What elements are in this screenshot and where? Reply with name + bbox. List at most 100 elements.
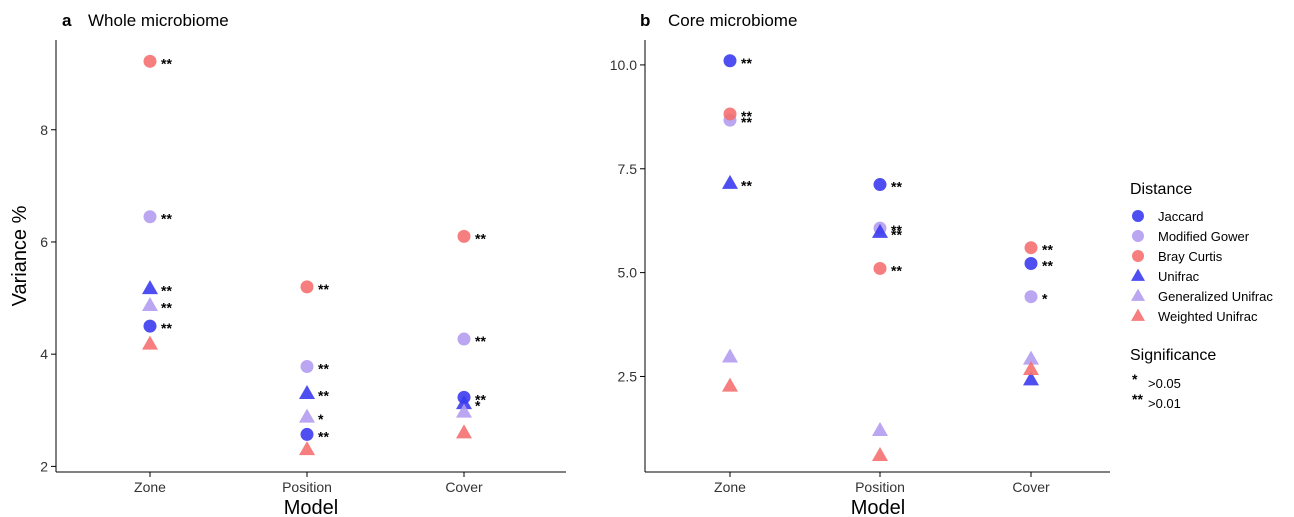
panel-b-x-axis-title: Model [851, 497, 905, 517]
point-weighted-unifrac-cover [1023, 361, 1039, 375]
sig-unifrac-cover: * [475, 398, 481, 414]
panel-a-y-ticks: 2 4 6 8 [40, 122, 56, 474]
y-tick-label: 10.0 [610, 57, 637, 73]
sig-modified-gower-position: ** [891, 222, 902, 238]
legend-distance-title: Distance [1130, 181, 1192, 198]
legend-label-unifrac: Unifrac [1158, 269, 1200, 284]
panel-b-x-ticks: Zone Position Cover [714, 472, 1050, 495]
panel-a-x-axis-title: Model [284, 497, 338, 517]
x-tick-label-zone: Zone [714, 479, 746, 495]
x-tick-label-position: Position [855, 479, 905, 495]
point-bray-curtis-zone [143, 54, 157, 68]
panel-a: a Whole microbiome 2 4 6 8 Zone Position Cove… [9, 11, 566, 517]
panel-a-title: Whole microbiome [88, 11, 229, 30]
point-weighted-unifrac-cover [456, 424, 472, 439]
sig-jaccard-cover: ** [475, 391, 486, 407]
point-weighted-unifrac-zone [722, 377, 738, 392]
point-modified-gower-position [300, 360, 314, 374]
panel-b-letter: b [640, 11, 650, 30]
point-modified-gower-cover [1024, 290, 1038, 304]
point-bray-curtis-position [300, 280, 314, 294]
point-unifrac-cover [456, 395, 472, 410]
panel-b: b Core microbiome 2.5 5.0 7.5 10.0 Zone Posi… [610, 11, 1110, 517]
sig-jaccard-zone: ** [161, 320, 172, 336]
legend-label-weighted-unifrac: Weighted Unifrac [1158, 309, 1258, 324]
sig-bray-curtis-zone: ** [161, 55, 172, 71]
legend-label-modified-gower: Modified Gower [1158, 229, 1250, 244]
y-tick-label: 7.5 [618, 161, 638, 177]
y-tick-label: 5.0 [618, 265, 638, 281]
legend-key-bray-curtis [1132, 250, 1144, 262]
point-jaccard-position [300, 427, 314, 441]
x-tick-label-zone: Zone [134, 479, 166, 495]
legend-significance-title: Significance [1130, 347, 1216, 364]
panel-b-y-ticks: 2.5 5.0 7.5 10.0 [610, 57, 645, 384]
panel-a-x-ticks: Zone Position Cover [134, 472, 483, 495]
point-generalized-unifrac-position [299, 408, 315, 423]
legend-key-modified-gower [1132, 230, 1144, 242]
significance-label-1: >0.05 [1148, 376, 1181, 391]
significance-key-1: * [1132, 371, 1138, 387]
sig-generalized-unifrac-position: * [318, 411, 324, 427]
sig-bray-curtis-position: ** [891, 262, 902, 278]
x-tick-label-cover: Cover [445, 479, 483, 495]
sig-unifrac-position: ** [891, 226, 902, 242]
legend-key-jaccard [1132, 210, 1144, 222]
sig-bray-curtis-position: ** [318, 281, 329, 297]
sig-unifrac-position: ** [318, 387, 329, 403]
sig-modified-gower-position: ** [318, 361, 329, 377]
sig-unifrac-zone: ** [161, 283, 172, 299]
y-tick-label: 8 [40, 122, 48, 138]
legend-label-generalized-unifrac: Generalized Unifrac [1158, 289, 1273, 304]
point-weighted-unifrac-zone [142, 335, 158, 350]
sig-unifrac-zone: ** [741, 177, 752, 193]
legend-key-generalized-unifrac [1131, 288, 1145, 301]
point-modified-gower-cover [457, 332, 471, 346]
point-jaccard-position [873, 178, 887, 192]
point-jaccard-cover [1024, 256, 1038, 270]
significance-key-2: ** [1132, 391, 1143, 407]
point-bray-curtis-position [873, 261, 887, 275]
point-generalized-unifrac-zone [142, 296, 158, 311]
point-weighted-unifrac-position [299, 441, 315, 456]
panel-b-title: Core microbiome [668, 11, 797, 30]
sig-bray-curtis-cover: ** [1042, 242, 1053, 258]
point-jaccard-zone [723, 54, 737, 68]
sig-modified-gower-zone: ** [161, 211, 172, 227]
point-generalized-unifrac-position [872, 422, 888, 437]
point-unifrac-zone [142, 280, 158, 295]
sig-jaccard-position: ** [891, 179, 902, 195]
legend-key-weighted-unifrac [1131, 308, 1145, 321]
point-bray-curtis-zone [723, 107, 737, 121]
point-generalized-unifrac-zone [722, 348, 738, 363]
y-tick-label: 2 [40, 458, 48, 474]
sig-jaccard-position: ** [318, 428, 329, 444]
point-generalized-unifrac-cover [456, 403, 472, 418]
point-unifrac-position [299, 385, 315, 400]
point-bray-curtis-cover [457, 229, 471, 243]
sig-modified-gower-zone: ** [741, 114, 752, 130]
point-modified-gower-zone [143, 210, 157, 224]
panel-b-marks: ********************* [722, 54, 1053, 461]
panel-a-y-axis-title: Variance % [9, 205, 31, 306]
x-tick-label-position: Position [282, 479, 332, 495]
y-tick-label: 2.5 [618, 368, 638, 384]
point-bray-curtis-cover [1024, 241, 1038, 255]
point-jaccard-zone [143, 319, 157, 333]
sig-generalized-unifrac-zone: ** [161, 299, 172, 315]
sig-jaccard-cover: ** [1042, 257, 1053, 273]
sig-modified-gower-cover: * [1042, 291, 1048, 307]
legend-significance-items: * >0.05 ** >0.01 [1132, 371, 1181, 411]
panel-a-letter: a [62, 11, 72, 30]
legend-label-bray-curtis: Bray Curtis [1158, 249, 1223, 264]
significance-label-2: >0.01 [1148, 396, 1181, 411]
legend-label-jaccard: Jaccard [1158, 209, 1204, 224]
y-tick-label: 4 [40, 346, 48, 362]
sig-bray-curtis-zone: ** [741, 108, 752, 124]
legend-key-unifrac [1131, 268, 1145, 281]
point-weighted-unifrac-position [872, 446, 888, 461]
sig-jaccard-zone: ** [741, 55, 752, 71]
y-tick-label: 6 [40, 234, 48, 250]
point-generalized-unifrac-cover [1023, 350, 1039, 365]
